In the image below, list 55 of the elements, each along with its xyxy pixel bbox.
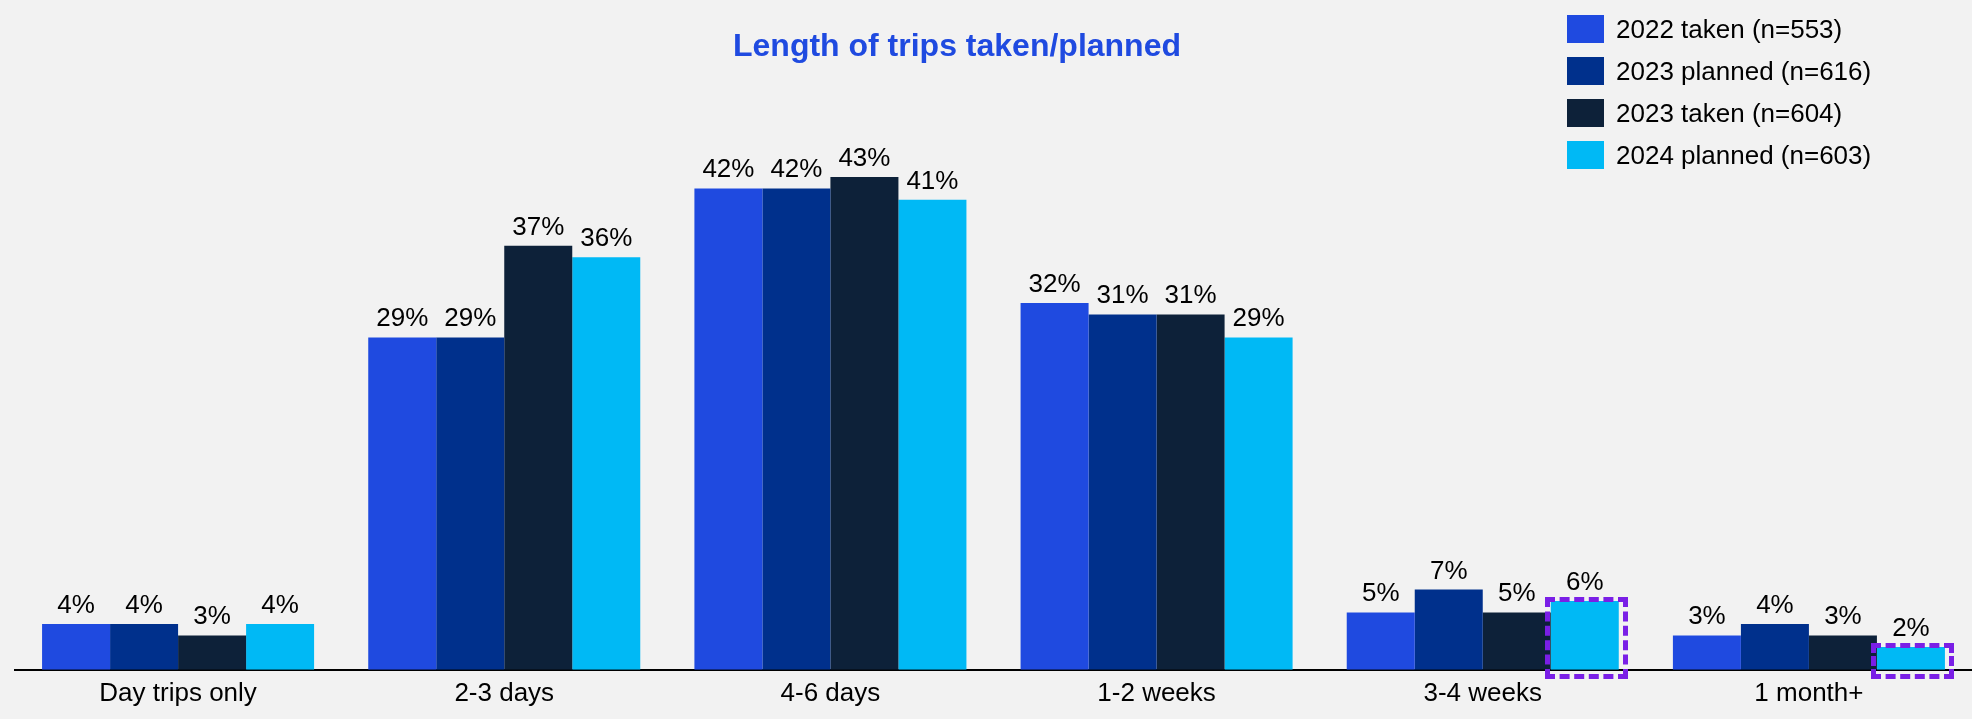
bar (762, 188, 831, 670)
data-label: 4% (261, 588, 299, 619)
data-label: 4% (1756, 588, 1794, 619)
data-label: 43% (838, 141, 891, 172)
data-label: 42% (770, 153, 823, 184)
bar (246, 623, 315, 670)
data-label: 29% (376, 302, 429, 333)
x-tick-label: 4-6 days (780, 676, 881, 707)
data-label: 37% (512, 210, 565, 241)
legend-label: 2022 taken (n=553) (1616, 13, 1843, 45)
data-label: 4% (125, 588, 163, 619)
bar (436, 337, 505, 670)
x-tick-label: 3-4 weeks (1423, 676, 1542, 707)
bar (178, 635, 247, 670)
data-label: 36% (580, 222, 633, 253)
data-label: 5% (1361, 577, 1400, 608)
bar (694, 188, 763, 670)
data-label: 4% (57, 588, 95, 619)
bar (1156, 314, 1225, 670)
data-label: 31% (1096, 279, 1149, 310)
x-tick-label: 1-2 weeks (1097, 676, 1216, 707)
x-tick-label: Day trips only (99, 676, 257, 707)
bar (368, 337, 437, 670)
data-label: 6% (1565, 566, 1604, 597)
data-label: 29% (444, 302, 497, 333)
data-label: 32% (1028, 268, 1081, 299)
legend-label: 2023 taken (n=604) (1616, 97, 1843, 129)
bar (1740, 623, 1809, 670)
data-label: 29% (1232, 302, 1285, 333)
bar (1672, 635, 1741, 670)
data-label: 3% (193, 600, 231, 631)
bar (572, 257, 641, 670)
data-label: 31% (1164, 279, 1217, 310)
data-label: 3% (1688, 600, 1726, 631)
x-tick-label: 2-3 days (454, 676, 555, 707)
data-label: 42% (702, 153, 755, 184)
x-tick-label: 1 month+ (1754, 676, 1864, 707)
bar (830, 176, 899, 670)
bar (1224, 337, 1293, 670)
data-label: 41% (906, 164, 959, 195)
bar (110, 623, 179, 670)
data-label: 2% (1892, 611, 1930, 642)
bar (898, 199, 967, 670)
data-label: 3% (1824, 600, 1862, 631)
legend-label: 2023 planned (n=616) (1616, 55, 1872, 87)
chart-title: Length of trips taken/planned (732, 27, 1181, 63)
bar (1088, 314, 1157, 670)
legend-label: 2024 planned (n=603) (1616, 139, 1872, 171)
bar (42, 623, 111, 670)
bar (1020, 303, 1089, 670)
bar (504, 245, 573, 670)
bar (1346, 612, 1415, 670)
bar (1414, 589, 1483, 670)
data-label: 7% (1429, 554, 1468, 585)
data-label: 5% (1497, 577, 1536, 608)
